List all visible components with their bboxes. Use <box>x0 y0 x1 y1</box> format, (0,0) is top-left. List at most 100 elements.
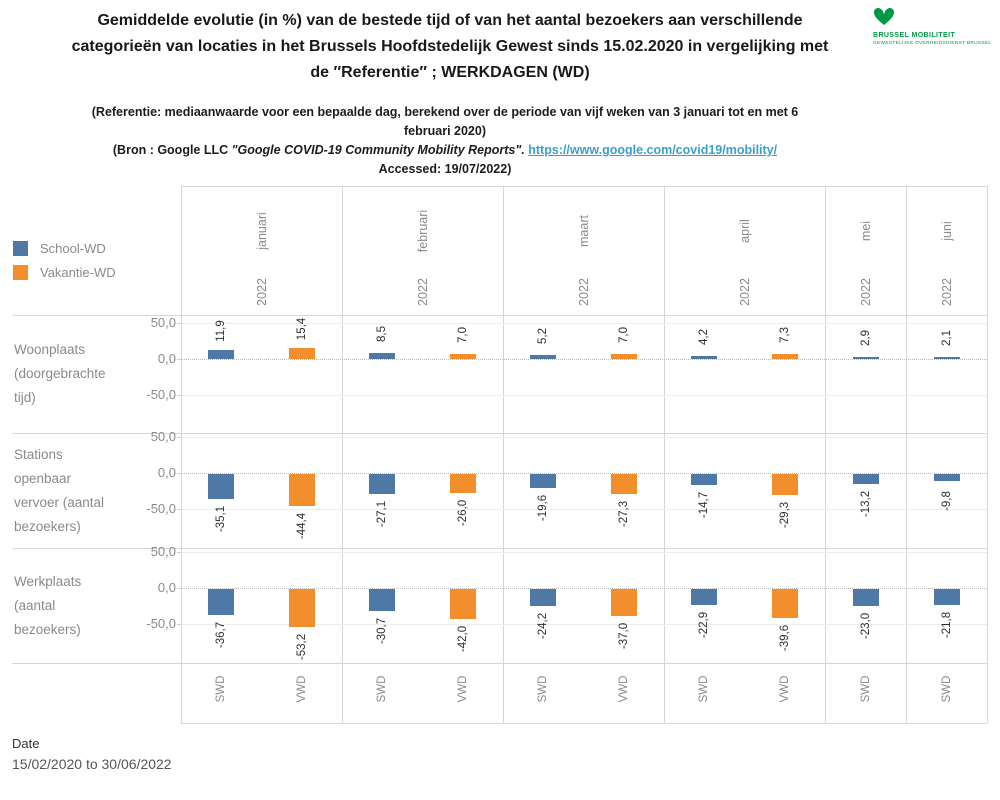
y-tick-mark <box>177 395 181 396</box>
bar-vwd[interactable] <box>610 474 637 494</box>
legend-item-vakantie-wd[interactable]: Vakantie-WD <box>13 265 116 280</box>
gridline-vertical <box>503 186 504 723</box>
bar-swd[interactable] <box>691 589 718 606</box>
bar-swd[interactable] <box>369 589 396 612</box>
bar-vwd[interactable] <box>288 347 315 359</box>
gridline-horizontal <box>182 437 987 438</box>
row-category-label-text: Werkplaats (aantal bezoekers) <box>14 573 82 637</box>
bar-swd[interactable] <box>530 589 557 607</box>
x-axis-label-swd: SWD <box>537 675 550 703</box>
brussel-mobiliteit-logo: BRUSSEL MOBILITEIT GEWESTELIJKE OVERHEID… <box>873 6 995 46</box>
bar-value-label: -39,6 <box>778 624 791 651</box>
bar-swd[interactable] <box>691 474 718 485</box>
logo-name: BRUSSEL MOBILITEIT <box>873 32 956 39</box>
gridline-horizontal <box>182 624 987 625</box>
y-tick-mark <box>177 323 181 324</box>
bar-value-label: -44,4 <box>295 512 308 540</box>
bar-vwd[interactable] <box>449 353 476 359</box>
bar-value-label: -13,2 <box>859 490 872 517</box>
bar-vwd[interactable] <box>288 589 315 628</box>
bar-swd[interactable] <box>369 474 396 494</box>
bar-vwd[interactable] <box>610 589 637 616</box>
bar-swd[interactable] <box>933 474 960 482</box>
year-label: 2022 <box>576 278 591 306</box>
x-axis-label-swd: SWD <box>859 675 872 703</box>
bar-vwd[interactable] <box>449 474 476 493</box>
bar-vwd[interactable] <box>771 353 798 359</box>
bar-vwd[interactable] <box>610 353 637 359</box>
bar-swd[interactable] <box>208 474 235 500</box>
legend: School-WD Vakantie-WD <box>13 241 116 289</box>
legend-label-vakantie-wd: Vakantie-WD <box>40 265 116 280</box>
gridline-horizontal <box>182 323 987 324</box>
bar-swd[interactable] <box>933 357 960 359</box>
iris-flower-icon <box>873 7 895 30</box>
bar-swd[interactable] <box>933 589 960 605</box>
reference-note-line-2: februari 2020) <box>404 124 486 138</box>
bar-value-label: 2,9 <box>859 329 872 346</box>
page-title-line-1: Gemiddelde evolutie (in %) van de bested… <box>97 12 803 29</box>
date-filter-range: 15/02/2020 to 30/06/2022 <box>12 756 172 772</box>
bar-value-label: -9,8 <box>940 491 953 511</box>
gridline-horizontal <box>182 395 987 396</box>
row-category-label-text: Woonplaats (doorgebrachte tijd) <box>14 342 106 405</box>
y-tick-label: 0,0 <box>157 465 176 480</box>
row-category-label: Werkplaats (aantal bezoekers) <box>14 548 132 663</box>
gridline-horizontal <box>182 509 987 510</box>
logo-tagline: GEWESTELIJKE OVERHEIDSDIENST BRUSSEL <box>873 41 992 46</box>
x-axis-label-swd: SWD <box>376 675 389 703</box>
y-tick-mark <box>177 552 181 553</box>
legend-swatch-vakantie-wd <box>13 265 28 280</box>
bar-value-label: 8,5 <box>376 325 389 342</box>
year-label: 2022 <box>415 278 430 306</box>
month-label: mei <box>858 220 873 242</box>
y-tick-label: 50,0 <box>150 429 176 444</box>
legend-swatch-school-wd <box>13 241 28 256</box>
bar-value-label: -23,0 <box>859 612 872 639</box>
page-title: Gemiddelde evolutie (in %) van de bested… <box>10 8 890 86</box>
bar-value-label: -27,3 <box>617 500 630 527</box>
bar-value-label: 5,2 <box>537 328 550 345</box>
bar-swd[interactable] <box>530 474 557 489</box>
bar-swd[interactable] <box>852 356 879 359</box>
y-tick-label: -50,0 <box>146 616 176 631</box>
gridline-horizontal <box>12 548 987 549</box>
y-tick-mark <box>177 588 181 589</box>
gridline-horizontal <box>12 433 987 434</box>
y-tick-label: 0,0 <box>157 580 176 595</box>
bar-value-label: -42,0 <box>456 626 469 653</box>
bar-vwd[interactable] <box>771 589 798 618</box>
y-tick-mark <box>177 624 181 625</box>
bar-vwd[interactable] <box>288 474 315 506</box>
month-label: maart <box>576 215 591 247</box>
bar-value-label: 11,9 <box>215 320 228 343</box>
row-category-label: Stations openbaar vervoer (aantal bezoek… <box>14 433 132 548</box>
month-label: april <box>737 219 752 243</box>
page-title-line-2: categorieën van locaties in het Brussels… <box>71 38 829 55</box>
bar-value-label: -37,0 <box>617 622 630 649</box>
bar-swd[interactable] <box>208 589 235 616</box>
date-filter-label: Date <box>12 736 40 751</box>
page-title-line-3: de ″Referentie″ ; WERKDAGEN (WD) <box>310 64 590 81</box>
bar-vwd[interactable] <box>771 474 798 496</box>
legend-item-school-wd[interactable]: School-WD <box>13 241 116 256</box>
bar-swd[interactable] <box>530 355 557 359</box>
bar-value-label: 7,0 <box>456 326 469 343</box>
bar-swd[interactable] <box>852 589 879 606</box>
source-note: (Bron : Google LLC "Google COVID-19 Comm… <box>112 143 778 157</box>
year-label: 2022 <box>737 278 752 306</box>
bar-swd[interactable] <box>369 352 396 359</box>
gridline-vertical <box>987 186 988 723</box>
bar-swd[interactable] <box>208 350 235 359</box>
bar-swd[interactable] <box>852 474 879 484</box>
bar-vwd[interactable] <box>449 589 476 620</box>
bar-value-label: -36,7 <box>215 622 228 649</box>
gridline-horizontal <box>181 186 987 187</box>
bar-swd[interactable] <box>691 355 718 359</box>
month-label: januari <box>254 212 269 250</box>
y-tick-label: -50,0 <box>146 387 176 402</box>
month-label: februari <box>415 209 430 253</box>
bar-value-label: -53,2 <box>295 634 308 661</box>
bar-value-label: 15,4 <box>295 317 308 341</box>
mobility-report-link[interactable]: https://www.google.com/covid19/mobility/ <box>528 143 778 157</box>
